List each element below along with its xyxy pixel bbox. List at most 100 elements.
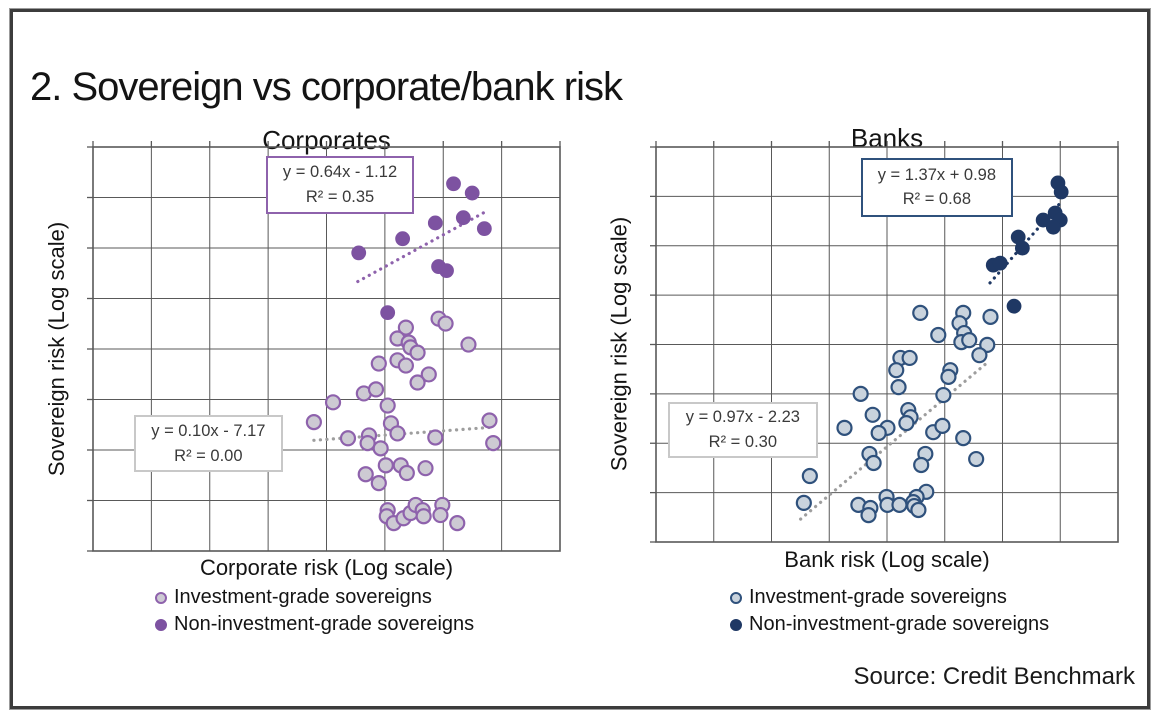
legend-label: Non-investment-grade sovereigns [749,613,1050,635]
trendline-equation: y = 0.97x - 2.23 [685,408,800,427]
data-point [357,466,374,483]
corporates-y-axis-label: Sovereign risk (Log scale) [44,221,69,477]
equation-box: y = 1.37x + 0.98 R² = 0.68 [860,158,1014,217]
legend-item-investment-grade: Investment-grade sovereigns [155,584,474,611]
data-point [992,255,1008,271]
plot-border [92,146,561,552]
data-point [852,385,869,402]
data-point [934,417,951,434]
data-point [460,336,477,353]
data-point [417,460,434,477]
corporates-scatter-svg [87,141,561,552]
data-point [913,456,930,474]
data-point [888,362,905,379]
data-point [898,415,915,432]
data-point [481,412,498,429]
data-point [427,215,443,231]
data-point [865,454,882,472]
equation-box: y = 0.97x - 2.23 R² = 0.30 [668,401,818,458]
data-point [397,319,414,336]
data-point [397,357,414,374]
data-point [870,424,887,442]
data-point [961,332,978,349]
trendline [356,211,486,284]
data-point [377,457,394,474]
data-point [930,326,947,344]
trendline-r-squared: R² = 0.00 [174,446,243,465]
trendline-equation: y = 1.37x + 0.98 [877,165,997,184]
data-point [398,464,415,482]
source-credit: Source: Credit Benchmark [853,663,1135,690]
data-point [795,494,812,511]
legend-label: Investment-grade sovereigns [174,586,432,608]
data-point [359,435,376,452]
legend-label: Investment-grade sovereigns [749,586,1007,608]
banks-scatter-svg [650,141,1119,543]
data-point [409,344,426,361]
data-point [367,381,385,398]
data-point [455,210,471,226]
data-point [955,430,972,447]
legend-item-non-investment-grade: Non-investment-grade sovereigns [730,611,1049,638]
data-point [485,435,502,452]
data-point [1053,184,1069,200]
data-point [389,425,406,442]
data-point [370,475,387,492]
banks-y-axis-label: Sovereign risk (Log scale) [606,216,632,472]
data-point [836,419,853,436]
data-point [912,304,929,321]
figure-frame [10,9,1150,709]
legend-item-investment-grade: Investment-grade sovereigns [730,584,1049,611]
trendline-r-squared: R² = 0.35 [305,187,375,206]
data-point [801,467,818,485]
non-investment-grade-marker-icon [155,618,167,631]
data-point [324,394,342,411]
corporates-x-axis-label: Corporate risk (Log scale) [199,555,454,580]
data-point [305,414,322,431]
trendline-equation: y = 0.64x - 1.12 [282,163,398,181]
data-point [437,315,454,332]
non-investment-grade-marker-icon [730,618,742,631]
data-point [370,355,387,372]
data-point [420,366,437,383]
data-point [379,397,396,414]
data-point [891,496,908,513]
data-point [901,349,918,367]
data-point [940,368,957,385]
data-point [864,406,881,423]
data-point [380,305,396,321]
investment-grade-marker-icon [155,591,167,604]
legend-label: Non-investment-grade sovereigns [174,613,475,635]
data-point [432,506,449,524]
data-point [1045,219,1061,235]
data-point [935,386,952,404]
data-point [449,515,466,532]
trendline [799,359,991,521]
data-point [982,308,999,325]
data-point [860,507,877,524]
equation-box: y = 0.10x - 7.17 R² = 0.00 [133,415,284,473]
banks-plot-area: y = 1.37x + 0.98 R² = 0.68 y = 0.97x - 2.2… [650,141,1119,543]
data-point [1014,240,1030,256]
data-point [395,231,411,247]
data-point [339,430,357,447]
banks-x-axis-label: Bank risk (Log scale) [784,547,990,572]
equation-box: y = 0.64x - 1.12 R² = 0.35 [266,155,414,214]
data-point [372,440,389,457]
data-point [464,185,480,201]
trendline-equation: y = 0.10x - 7.17 [151,421,266,440]
legend-item-non-investment-grade: Non-investment-grade sovereigns [155,611,474,638]
investment-grade-marker-icon [730,591,742,604]
corporates-legend: Investment-grade sovereigns Non-investme… [155,584,474,638]
plot-border [655,146,1119,543]
page-title: 2. Sovereign vs corporate/bank risk [30,64,623,109]
data-point [439,263,454,279]
data-point [415,508,432,525]
data-point [910,501,927,519]
banks-legend: Investment-grade sovereigns Non-investme… [730,584,1049,638]
data-point [446,176,461,192]
data-point [476,221,492,237]
data-point [409,374,426,391]
data-point [971,347,988,364]
data-point [427,429,444,446]
